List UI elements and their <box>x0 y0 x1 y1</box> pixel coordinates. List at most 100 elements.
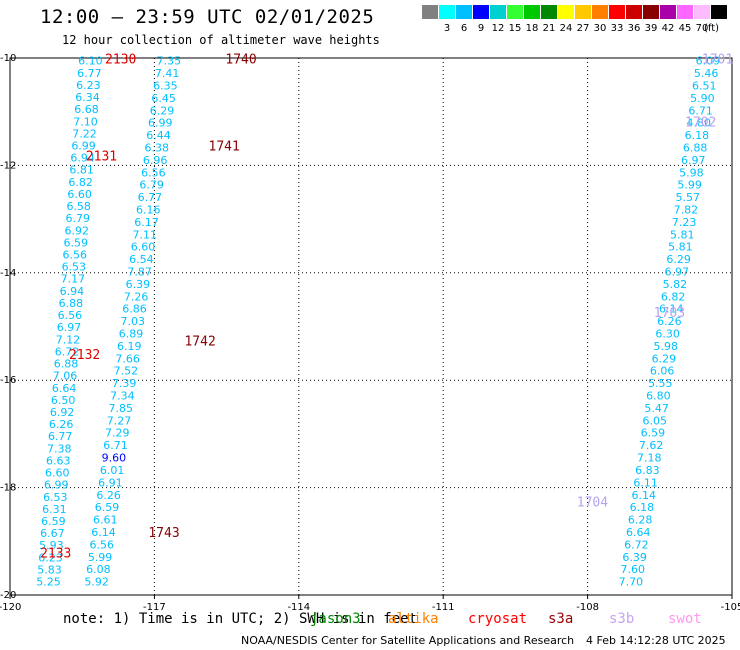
wave-height-value: 6.26 <box>49 418 74 431</box>
pass-number-label: 2130 <box>105 53 136 68</box>
legend-label: 42 <box>661 23 675 34</box>
wave-height-value: 7.34 <box>110 390 135 403</box>
chart-title: 12:00 – 23:59 UTC 02/01/2025 <box>40 6 375 28</box>
wave-height-value: 7.29 <box>105 427 130 440</box>
altimeter-tracks: 6.106.776.236.346.687.107.226.996.946.81… <box>36 55 720 589</box>
wave-height-value: 6.59 <box>64 236 89 249</box>
wave-height-value: 5.99 <box>88 551 113 564</box>
wave-height-value: 6.64 <box>626 526 651 539</box>
y-tick-label: -18 <box>0 483 16 494</box>
wave-height-value: 6.14 <box>659 303 684 316</box>
wave-height-value: 6.14 <box>91 526 116 539</box>
wave-height-value: 6.60 <box>45 467 70 480</box>
wave-height-value: 6.82 <box>661 290 686 303</box>
x-tick-label: -120 <box>0 602 21 613</box>
satellite-name: swot <box>668 611 702 627</box>
footer-note: note: 1) Time is in UTC; 2) SWH is in fe… <box>63 611 418 627</box>
wave-height-value: 6.18 <box>630 501 655 514</box>
y-tick-label: -14 <box>0 268 16 279</box>
pass-labels: 2130 1740 2131 1741 2132 1742 1743 2133 1701 1702… <box>40 53 733 562</box>
pass-number-label: 1704 <box>577 496 608 511</box>
map-frame <box>9 57 733 596</box>
legend-label: 39 <box>644 23 658 34</box>
legend-swatch <box>677 5 693 19</box>
legend-swatch <box>422 5 438 19</box>
wave-height-value: 7.17 <box>61 273 86 286</box>
wave-height-value: 6.81 <box>69 164 94 177</box>
satellite-name: jason3 <box>310 611 361 627</box>
pass-number-label: 1743 <box>148 526 179 541</box>
legend-label: 15 <box>508 23 522 34</box>
satellite-name: s3b <box>609 611 635 627</box>
wave-height-value: 6.68 <box>74 103 99 116</box>
wave-height-map: -120 -117 -114 -111 -108 -105 -10 -12 -14 -16 -18… <box>0 53 740 613</box>
wave-height-value: 6.50 <box>51 394 76 407</box>
legend-label: 45 <box>678 23 692 34</box>
wave-height-value: 6.08 <box>86 563 111 576</box>
wave-height-value: 6.64 <box>52 382 77 395</box>
legend-swatch <box>439 5 455 19</box>
x-tick-label: -117 <box>143 602 166 613</box>
wave-height-value: 6.56 <box>58 309 83 322</box>
legend-swatch <box>711 5 727 19</box>
wave-height-value: 7.60 <box>621 563 646 576</box>
wave-height-value: 7.12 <box>56 333 81 346</box>
legend-label: 24 <box>559 23 573 34</box>
pass-number-label: 1740 <box>225 53 256 68</box>
wave-height-value: 6.97 <box>665 266 690 279</box>
pass-number-label: 1701 <box>702 53 733 68</box>
wave-height-value: 6.61 <box>93 514 118 527</box>
legend-label: 18 <box>525 23 539 34</box>
wave-height-value: 6.10 <box>78 55 103 68</box>
legend-label: 36 <box>627 23 641 34</box>
wave-height-value: 6.29 <box>666 253 691 266</box>
legend-swatch <box>609 5 625 19</box>
legend-swatch <box>490 5 506 19</box>
wave-height-value: 7.62 <box>639 439 664 452</box>
wave-height-value: 7.87 <box>127 266 152 279</box>
wave-height-value: 6.60 <box>67 188 92 201</box>
legend-unit: (ft) <box>704 23 720 34</box>
wave-height-value: 6.77 <box>77 67 102 80</box>
wave-height-value: 5.81 <box>668 241 693 254</box>
wave-height-value: 5.99 <box>677 179 702 192</box>
wave-height-value: 7.27 <box>107 414 132 427</box>
legend-label: 21 <box>542 23 556 34</box>
legend-label: 70 <box>695 23 709 34</box>
wave-height-value: 6.45 <box>151 92 176 105</box>
legend-swatch <box>456 5 472 19</box>
wave-height-value: 6.23 <box>76 79 101 92</box>
wave-height-value: 6.09 <box>696 55 721 68</box>
wave-height-value: 6.88 <box>683 142 708 155</box>
wave-height-value: 6.53 <box>62 261 87 274</box>
wave-height-value: 4.80 <box>687 117 712 130</box>
wave-height-value: 6.71 <box>688 104 713 117</box>
wave-height-value: 7.18 <box>637 452 662 465</box>
map-grid <box>10 58 732 595</box>
wave-height-value: 5.55 <box>648 377 673 390</box>
legend-swatch <box>592 5 608 19</box>
wave-height-value: 6.26 <box>657 315 682 328</box>
x-axis-ticks: -120 -117 -114 -111 -108 -105 <box>0 595 740 613</box>
wave-height-value: 5.92 <box>84 576 109 589</box>
wave-height-value: 5.46 <box>694 67 719 80</box>
wave-height-value: 7.11 <box>133 228 158 241</box>
wave-height-value: 6.56 <box>63 249 88 262</box>
wave-height-value: 6.26 <box>96 489 121 502</box>
pass-number-label: 1703 <box>654 306 685 321</box>
wave-height-value: 6.34 <box>75 91 100 104</box>
wave-height-value: 7.22 <box>72 127 97 140</box>
pass-number-label: 1741 <box>209 140 240 155</box>
legend-label: 12 <box>491 23 505 34</box>
pass-number-label: 2131 <box>86 149 117 164</box>
wave-height-value: 6.53 <box>43 491 68 504</box>
wave-height-value: 5.82 <box>663 278 688 291</box>
wave-height-value: 7.10 <box>73 115 98 128</box>
legend-swatch <box>575 5 591 19</box>
wave-height-value: 6.29 <box>652 352 677 365</box>
wave-height-value: 6.31 <box>42 503 67 516</box>
wave-height-value: 6.05 <box>643 414 668 427</box>
wave-height-value: 6.44 <box>146 129 171 142</box>
wave-height-value: 5.47 <box>644 402 669 415</box>
wave-height-value: 6.67 <box>40 527 65 540</box>
